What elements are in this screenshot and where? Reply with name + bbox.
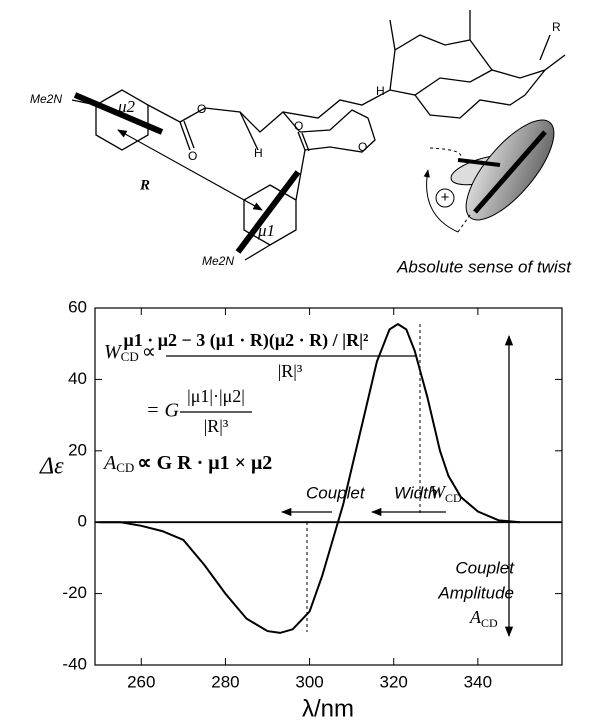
formula-text: W	[104, 341, 123, 363]
formula-text: WCD ∝	[104, 341, 156, 364]
label: O	[197, 102, 206, 116]
x-tick-label: 300	[295, 672, 323, 691]
x-tick-label: 320	[380, 672, 408, 691]
y-tick-label: -20	[62, 583, 87, 602]
formula-text: ∝ G R · μ1 × μ2	[137, 452, 272, 474]
formula-text: |R|³	[204, 416, 229, 436]
plot-frame	[94, 307, 563, 666]
annotation: Couplet	[455, 558, 515, 577]
label: O	[188, 149, 197, 163]
label: H	[254, 146, 263, 160]
formula-text: CD	[116, 460, 134, 475]
annotation: Amplitude	[437, 583, 514, 602]
formula-text: A	[102, 452, 117, 474]
x-tick-label: 260	[127, 672, 155, 691]
y-tick-label: 20	[68, 440, 87, 459]
formula-text: ∝	[142, 341, 156, 363]
cd-curve	[99, 322, 520, 634]
formula-text: ACD ∝ G R · μ1 × μ2	[102, 452, 272, 475]
caption: Absolute sense of twist	[396, 257, 572, 276]
molecule: Me2N μ2 R μ1 Me2N H H R O O O O	[30, 10, 566, 268]
label: μ2	[117, 97, 136, 116]
annotation: A	[469, 607, 482, 627]
annotation: CD	[481, 616, 498, 630]
label: μ1	[257, 221, 275, 240]
x-axis-label: λ/nm	[302, 695, 354, 722]
y-tick-label: 0	[78, 512, 87, 531]
annotation: Width	[394, 483, 437, 502]
label: Me2N	[202, 254, 234, 268]
label: H	[376, 84, 385, 98]
label: O	[358, 140, 367, 154]
label: Me2N	[30, 92, 62, 106]
annotations: Couplet Width WCD Couplet Amplitude ACD	[280, 324, 515, 638]
distance-arrow	[117, 129, 263, 211]
formula-text: CD	[121, 349, 139, 364]
label: R	[552, 20, 561, 34]
label: O	[294, 119, 303, 133]
twist-icon: + Absolute sense of twist	[396, 119, 572, 276]
y-tick-label: 60	[68, 297, 87, 316]
annotation: CD	[445, 491, 462, 505]
dipole-bar	[235, 170, 301, 254]
formula-text: μ1 · μ2 − 3 (μ1 · R)(μ2 · R) / |R|²	[124, 330, 369, 351]
formula-text: |μ1|·|μ2|	[187, 386, 245, 406]
y-axis-label: Δε	[39, 454, 64, 480]
x-tick-label: 280	[211, 672, 239, 691]
formula: WCD ∝ μ1 · μ2 − 3 (μ1 · R)(μ2 · R) / |R|²…	[102, 330, 416, 475]
annotation: W	[430, 482, 447, 502]
label: R	[139, 177, 150, 193]
y-tick-label: -40	[62, 654, 87, 673]
x-tick-label: 340	[464, 672, 492, 691]
annotation: ACD	[469, 607, 498, 630]
annotation: Couplet	[306, 483, 366, 502]
annotation: WCD	[430, 482, 462, 505]
formula-text: |R|³	[278, 361, 303, 381]
formula-text: = G	[146, 400, 179, 422]
y-tick-label: 40	[68, 369, 87, 388]
dipole-bar	[73, 92, 164, 135]
label: +	[441, 189, 450, 206]
